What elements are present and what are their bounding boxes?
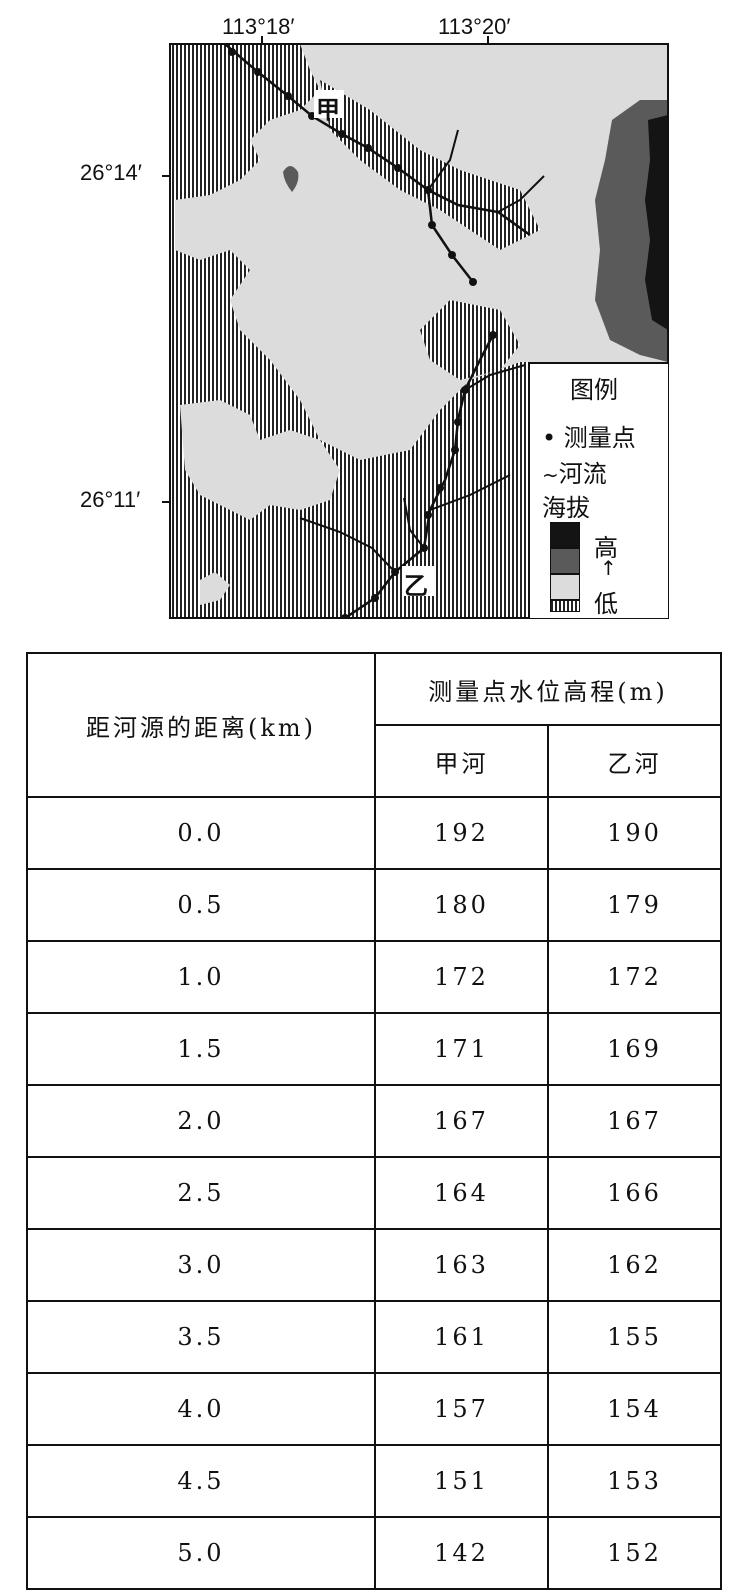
valley-hatch bbox=[320, 80, 540, 250]
up-arrow-icon: ↑ bbox=[600, 556, 617, 580]
yi-level-cell: 152 bbox=[546, 1516, 723, 1590]
river-label-yi: 乙 bbox=[404, 572, 428, 600]
yi-level-cell: 169 bbox=[546, 1012, 723, 1086]
jia-tributary-line bbox=[426, 189, 474, 283]
jia-level-cell: 163 bbox=[374, 1228, 549, 1302]
distance-cell: 0.5 bbox=[26, 868, 376, 942]
water-level-table-wrap: 距河源的距离(km) 测量点水位高程(m) 甲河 乙河 0.0 192 190 0.5… bbox=[26, 652, 723, 1590]
legend-title: 图例 bbox=[570, 376, 618, 404]
swatch-low bbox=[550, 574, 580, 600]
jia-level-cell: 171 bbox=[374, 1012, 549, 1086]
yi-river-line bbox=[344, 334, 495, 618]
water-level-table: 距河源的距离(km) 测量点水位高程(m) 甲河 乙河 0.0 192 190 0.5… bbox=[26, 652, 723, 1590]
header-jia: 甲河 bbox=[374, 724, 549, 798]
yi-level-cell: 162 bbox=[546, 1228, 723, 1302]
distance-cell: 4.0 bbox=[26, 1372, 376, 1446]
table-row: 3.0 163 162 bbox=[26, 1228, 723, 1302]
table-row: 0.5 180 179 bbox=[26, 868, 723, 942]
swatch-high bbox=[550, 522, 580, 548]
jia-level-cell: 172 bbox=[374, 940, 549, 1014]
dot-icon: • bbox=[542, 424, 557, 452]
yi-level-cell: 172 bbox=[546, 940, 723, 1014]
swatch-mid bbox=[550, 548, 580, 574]
river-symbol-icon: ~ bbox=[542, 463, 559, 487]
table-row: 3.5 161 155 bbox=[26, 1300, 723, 1374]
map-legend: 图例 • 测量点 ~河流 海拔 高 ↑ 低 bbox=[528, 362, 668, 618]
table-row: 4.0 157 154 bbox=[26, 1372, 723, 1446]
table-row: 2.0 167 167 bbox=[26, 1084, 723, 1158]
jia-level-cell: 167 bbox=[374, 1084, 549, 1158]
upland-light-area bbox=[175, 44, 668, 460]
lat-label-26-11: 26°11′ bbox=[80, 487, 141, 512]
table-row: 4.5 151 153 bbox=[26, 1444, 723, 1518]
table-row: 0.0 192 190 bbox=[26, 796, 723, 870]
jia-level-cell: 142 bbox=[374, 1516, 549, 1590]
upland-light-area bbox=[180, 400, 340, 520]
mountain-high-area bbox=[645, 115, 668, 330]
legend-river-label: 河流 bbox=[558, 460, 607, 488]
jia-level-cell: 180 bbox=[374, 868, 549, 942]
distance-cell: 3.5 bbox=[26, 1300, 376, 1374]
yi-tributary-line bbox=[429, 474, 511, 511]
header-yi: 乙河 bbox=[546, 724, 723, 798]
yi-level-cell: 153 bbox=[546, 1444, 723, 1518]
distance-cell: 2.5 bbox=[26, 1156, 376, 1230]
lon-label-113-20: 113°20′ bbox=[438, 14, 511, 39]
jia-tributary-line bbox=[427, 129, 459, 191]
upland-light-area bbox=[200, 572, 230, 605]
yi-level-cell: 179 bbox=[546, 868, 723, 942]
distance-cell: 3.0 bbox=[26, 1228, 376, 1302]
jia-level-cell: 151 bbox=[374, 1444, 549, 1518]
table-row: 2.5 164 166 bbox=[26, 1156, 723, 1230]
distance-cell: 4.5 bbox=[26, 1444, 376, 1518]
river-label-jia: 甲 bbox=[316, 96, 340, 124]
distance-cell: 1.5 bbox=[26, 1012, 376, 1086]
distance-cell: 0.0 bbox=[26, 796, 376, 870]
yi-level-cell: 154 bbox=[546, 1372, 723, 1446]
legend-measure-point-label: 测量点 bbox=[563, 424, 636, 452]
legend-high-label: 高 bbox=[594, 534, 618, 562]
header-distance: 距河源的距离(km) bbox=[26, 652, 376, 798]
legend-measure-point: • 测量点 bbox=[542, 418, 636, 453]
yi-level-cell: 167 bbox=[546, 1084, 723, 1158]
legend-river: ~河流 bbox=[542, 454, 607, 489]
table-row: 1.5 171 169 bbox=[26, 1012, 723, 1086]
header-elevation: 测量点水位高程(m) bbox=[373, 652, 723, 726]
yi-tributary-line bbox=[403, 497, 425, 549]
distance-cell: 1.0 bbox=[26, 940, 376, 1014]
jia-level-cell: 161 bbox=[374, 1300, 549, 1374]
jia-measure-points bbox=[228, 48, 477, 286]
lon-label-113-18: 113°18′ bbox=[222, 14, 295, 39]
small-hill bbox=[283, 166, 299, 192]
yi-tributary-line bbox=[464, 364, 526, 391]
distance-cell: 5.0 bbox=[26, 1516, 376, 1590]
valley-hatch bbox=[420, 300, 520, 380]
lat-label-26-14: 26°14′ bbox=[80, 160, 142, 185]
swatch-lowest bbox=[550, 600, 580, 612]
table-row: 5.0 142 152 bbox=[26, 1516, 723, 1590]
yi-level-cell: 190 bbox=[546, 796, 723, 870]
legend-elevation-title: 海拔 bbox=[542, 494, 590, 522]
yi-tributary-line bbox=[299, 517, 396, 573]
yi-level-cell: 166 bbox=[546, 1156, 723, 1230]
legend-low-label: 低 bbox=[594, 590, 618, 618]
distance-cell: 2.0 bbox=[26, 1084, 376, 1158]
yi-level-cell: 155 bbox=[546, 1300, 723, 1374]
table-row: 1.0 172 172 bbox=[26, 940, 723, 1014]
jia-level-cell: 157 bbox=[374, 1372, 549, 1446]
jia-tributary-line bbox=[497, 175, 545, 213]
jia-level-cell: 164 bbox=[374, 1156, 549, 1230]
map-frame bbox=[169, 43, 669, 619]
jia-level-cell: 192 bbox=[374, 796, 549, 870]
